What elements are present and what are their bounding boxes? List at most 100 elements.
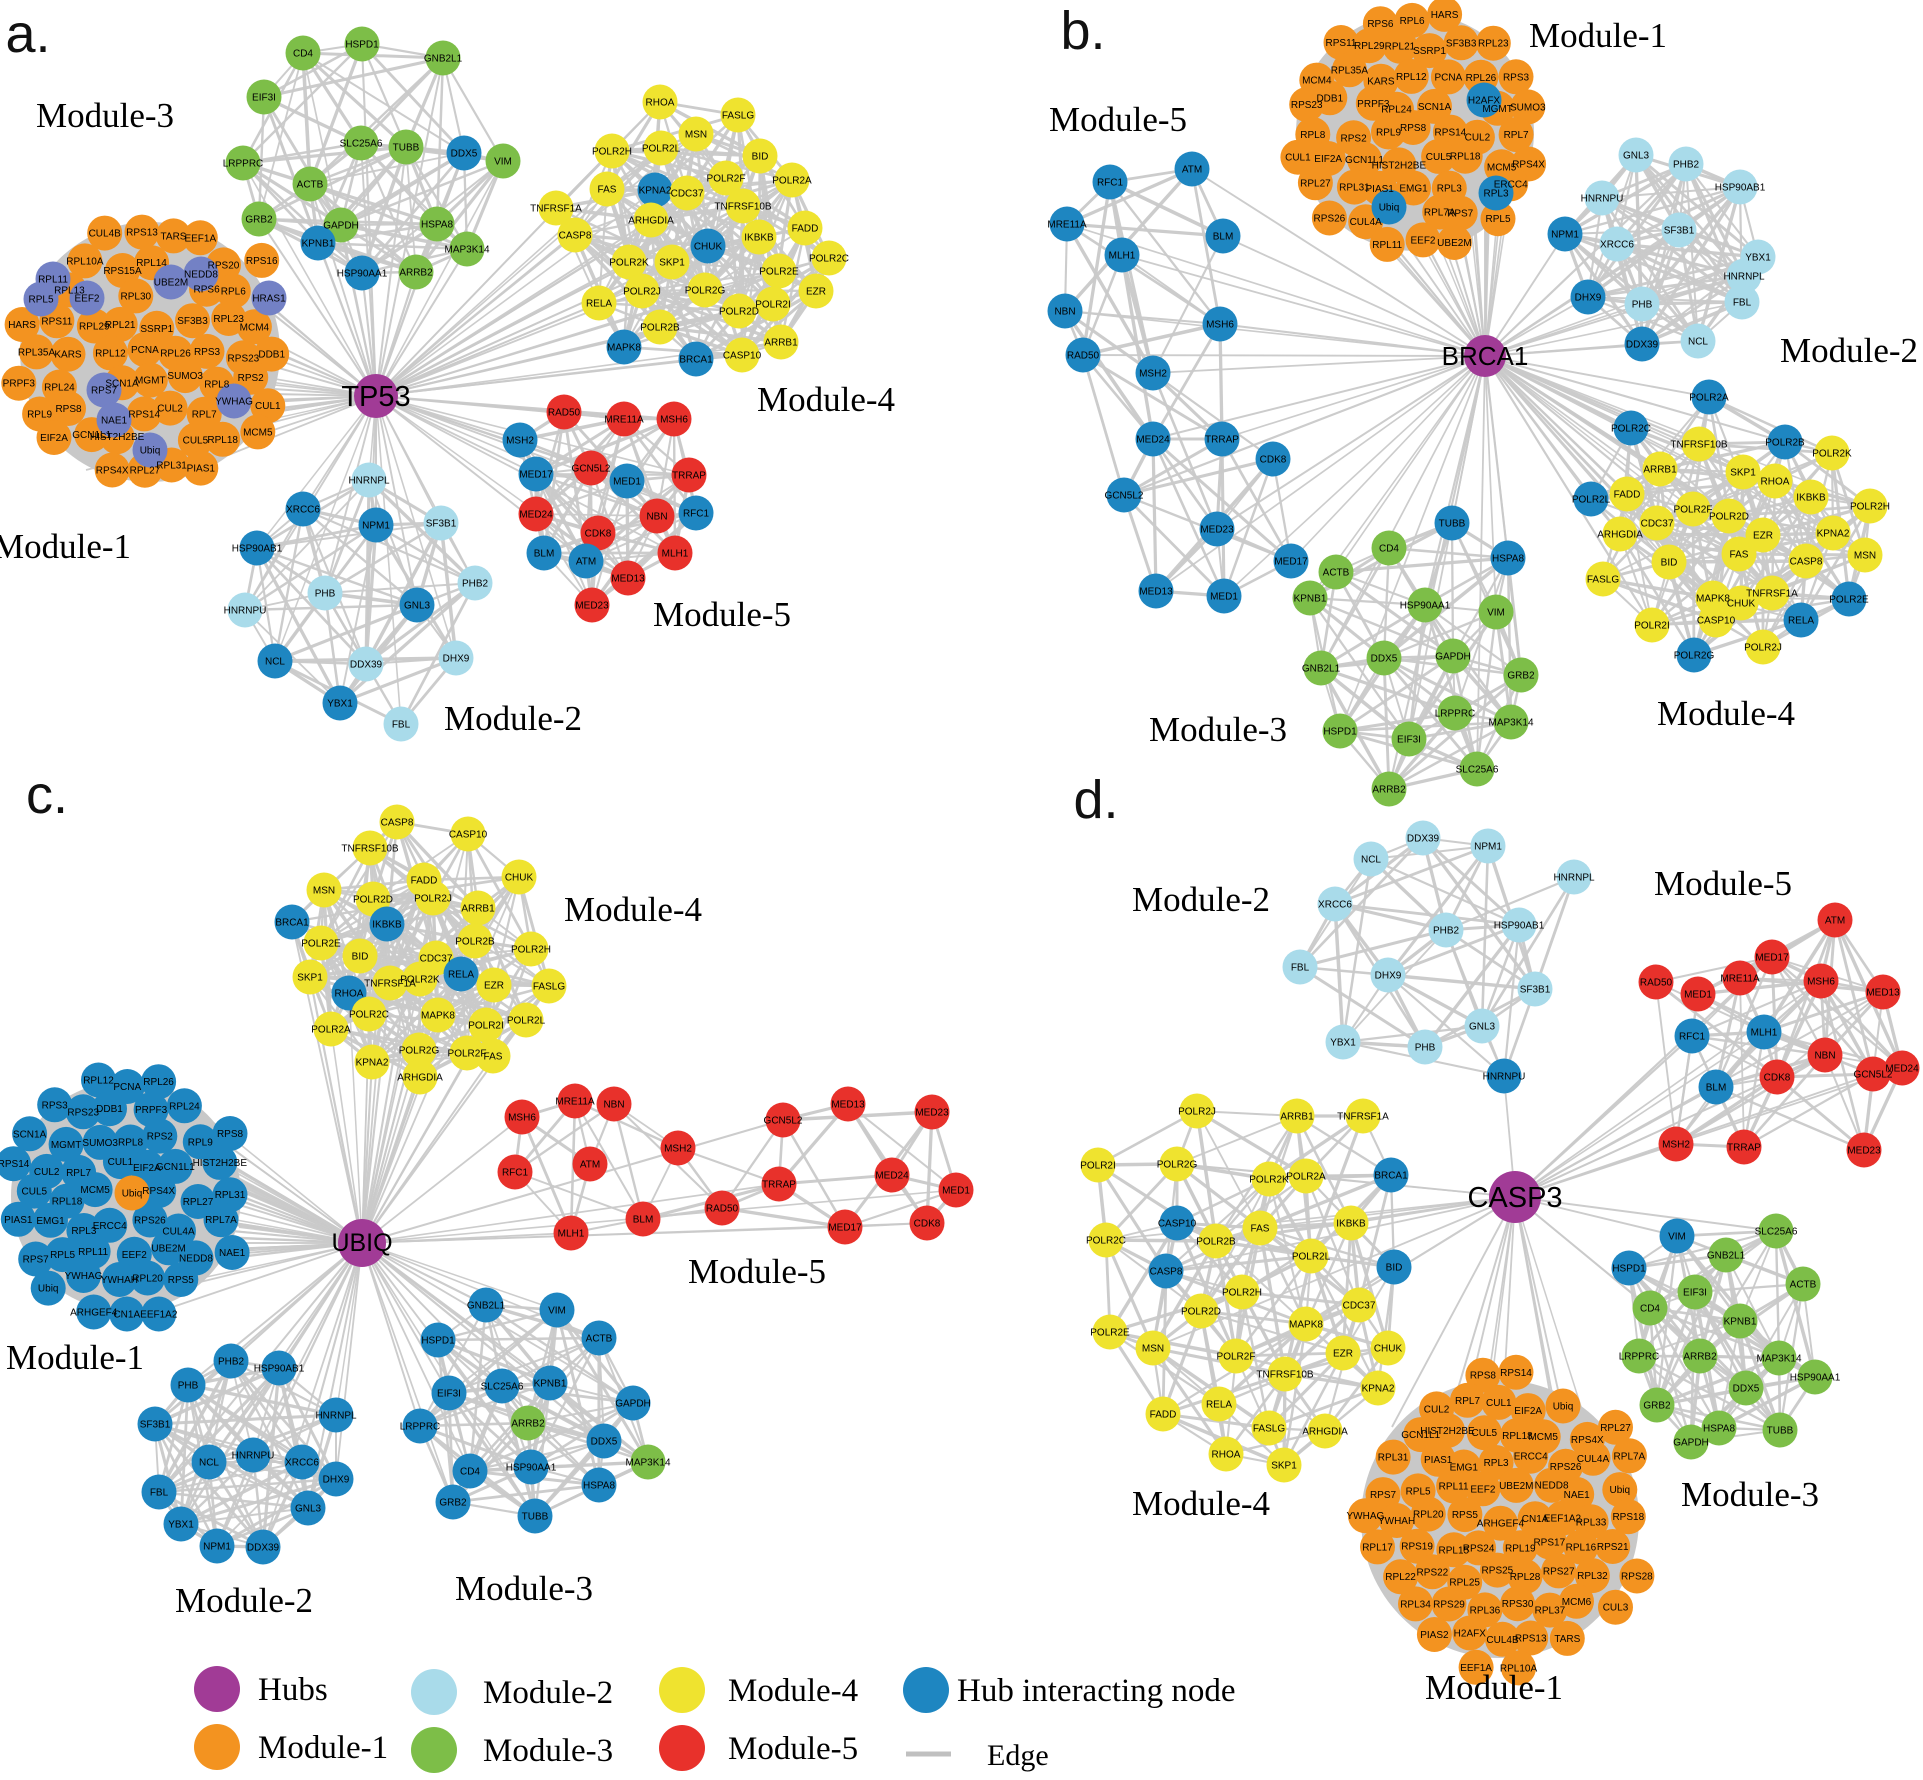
svg-text:EZR: EZR (806, 287, 826, 298)
svg-text:RPL13: RPL13 (54, 285, 85, 296)
svg-text:MSH6: MSH6 (1807, 977, 1835, 988)
svg-text:FADD: FADD (792, 224, 819, 235)
svg-text:EIF2A: EIF2A (133, 1163, 161, 1174)
svg-text:POLR2G: POLR2G (1157, 1160, 1198, 1171)
svg-text:Module-4: Module-4 (757, 380, 895, 419)
svg-text:ACTB: ACTB (1323, 568, 1350, 579)
svg-text:RPL6: RPL6 (1400, 16, 1425, 27)
svg-text:POLR2L: POLR2L (1292, 1252, 1331, 1263)
svg-text:Module-4: Module-4 (1132, 1484, 1270, 1523)
svg-text:DDX39: DDX39 (350, 660, 383, 671)
svg-text:EEF1A: EEF1A (184, 233, 216, 244)
svg-text:CUL5: CUL5 (1472, 1428, 1498, 1439)
svg-text:TARS: TARS (1554, 1634, 1580, 1645)
svg-text:RPL3: RPL3 (1437, 184, 1462, 195)
svg-text:HARS: HARS (1431, 10, 1459, 21)
svg-text:CUL1: CUL1 (1486, 1398, 1512, 1409)
svg-text:KARS: KARS (1367, 77, 1395, 88)
svg-text:MGMT: MGMT (1482, 104, 1513, 115)
svg-text:Module-1: Module-1 (258, 1730, 388, 1766)
svg-text:YBX1: YBX1 (1330, 1038, 1356, 1049)
svg-text:KPNB1: KPNB1 (1724, 1317, 1757, 1328)
svg-text:NEDD8: NEDD8 (1535, 1481, 1569, 1492)
svg-text:RHOA: RHOA (646, 98, 675, 109)
svg-text:RPL20: RPL20 (132, 1274, 163, 1285)
svg-text:MED23: MED23 (575, 601, 609, 612)
svg-text:HSPD1: HSPD1 (1323, 727, 1357, 738)
svg-text:SF3B1: SF3B1 (1664, 226, 1695, 237)
svg-text:DDX39: DDX39 (1407, 834, 1440, 845)
svg-text:POLR2I: POLR2I (468, 1021, 504, 1032)
svg-text:TNFRSF10B: TNFRSF10B (1670, 440, 1728, 451)
svg-text:RPS26: RPS26 (1550, 1462, 1582, 1473)
svg-text:PHB2: PHB2 (462, 579, 489, 590)
svg-text:CDK8: CDK8 (1764, 1073, 1791, 1084)
svg-text:TUBB: TUBB (522, 1512, 549, 1523)
svg-text:RPS14: RPS14 (1500, 1368, 1532, 1379)
svg-text:RPL24: RPL24 (169, 1101, 200, 1112)
svg-text:PIAS1: PIAS1 (1366, 184, 1395, 195)
svg-text:RPS23: RPS23 (67, 1107, 99, 1118)
svg-text:MED24: MED24 (519, 510, 553, 521)
svg-text:CN1A: CN1A (1522, 1514, 1549, 1525)
svg-text:BLM: BLM (1706, 1083, 1727, 1094)
svg-text:SLC25A6: SLC25A6 (340, 139, 383, 150)
svg-text:FAS: FAS (484, 1052, 503, 1063)
svg-text:KPNA2: KPNA2 (1362, 1384, 1395, 1395)
svg-text:POLR2F: POLR2F (448, 1049, 487, 1060)
svg-text:PIAS1: PIAS1 (187, 464, 216, 475)
svg-text:RPS2: RPS2 (1341, 133, 1368, 144)
svg-text:RPS4X: RPS4X (1512, 160, 1545, 171)
svg-text:RPL5: RPL5 (50, 1250, 75, 1261)
svg-text:CASP10: CASP10 (723, 351, 762, 362)
svg-text:DDX5: DDX5 (1371, 654, 1398, 665)
svg-text:CUL5: CUL5 (22, 1187, 48, 1198)
svg-text:RPS14: RPS14 (1435, 128, 1467, 139)
svg-text:RPS20: RPS20 (208, 260, 240, 271)
svg-text:Ubiq: Ubiq (122, 1189, 143, 1200)
svg-text:GRB2: GRB2 (245, 215, 273, 226)
svg-text:KPNA2: KPNA2 (639, 186, 672, 197)
svg-text:CASP10: CASP10 (1697, 616, 1736, 627)
svg-text:POLR2L: POLR2L (1572, 495, 1611, 506)
svg-text:RAD50: RAD50 (548, 408, 581, 419)
svg-text:RPS3: RPS3 (194, 347, 221, 358)
svg-text:MAP3K14: MAP3K14 (1756, 1354, 1801, 1365)
svg-text:MLH1: MLH1 (662, 549, 689, 560)
svg-text:POLR2J: POLR2J (623, 287, 661, 298)
svg-text:YBX1: YBX1 (168, 1520, 194, 1531)
svg-text:KPNB1: KPNB1 (1294, 594, 1327, 605)
svg-text:RPS26: RPS26 (1314, 214, 1346, 225)
svg-text:RHOA: RHOA (1212, 1450, 1241, 1461)
svg-text:XRCC6: XRCC6 (1600, 240, 1634, 251)
svg-text:HSPD1: HSPD1 (421, 1336, 455, 1347)
svg-text:PHB: PHB (178, 1381, 199, 1392)
svg-text:Module-1: Module-1 (1529, 16, 1667, 55)
svg-text:MSN: MSN (313, 886, 335, 897)
svg-text:POLR2I: POLR2I (755, 300, 791, 311)
svg-text:H2AFX: H2AFX (1454, 1629, 1487, 1640)
svg-text:POLR2A: POLR2A (1286, 1172, 1326, 1183)
svg-text:POLR2E: POLR2E (1829, 595, 1869, 606)
svg-text:MED17: MED17 (1755, 953, 1789, 964)
svg-text:POLR2C: POLR2C (809, 254, 849, 265)
svg-text:NBN: NBN (1054, 307, 1075, 318)
svg-text:RPS18: RPS18 (1612, 1512, 1644, 1523)
svg-text:PCNA: PCNA (131, 345, 159, 356)
svg-text:SSRP1: SSRP1 (1413, 46, 1446, 57)
svg-text:RPL18: RPL18 (1450, 152, 1481, 163)
svg-text:RELA: RELA (448, 970, 474, 981)
svg-text:RPS19: RPS19 (1401, 1542, 1433, 1553)
svg-text:RPL9: RPL9 (27, 410, 52, 421)
svg-text:HSPD1: HSPD1 (1612, 1264, 1646, 1275)
svg-text:RPL19: RPL19 (1505, 1543, 1536, 1554)
svg-text:MSH6: MSH6 (660, 415, 688, 426)
svg-text:Module-4: Module-4 (728, 1673, 858, 1709)
svg-text:HIST2H2BE: HIST2H2BE (1420, 1426, 1475, 1437)
svg-text:TNFRSF1A: TNFRSF1A (1337, 1112, 1389, 1123)
svg-text:RPL7: RPL7 (192, 410, 217, 421)
svg-text:MED23: MED23 (915, 1108, 949, 1119)
svg-text:GNB2L1: GNB2L1 (1302, 664, 1341, 675)
svg-text:KPNA2: KPNA2 (356, 1058, 389, 1069)
svg-text:POLR2J: POLR2J (414, 894, 452, 905)
